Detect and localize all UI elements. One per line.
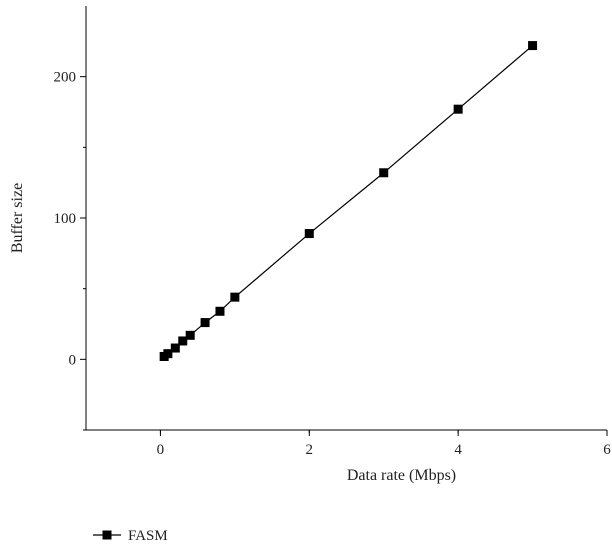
y-tick-label: 100 (54, 211, 77, 227)
data-point (453, 104, 463, 114)
legend-marker (102, 530, 112, 540)
x-tick-label: 0 (157, 442, 165, 458)
x-ticks: 0 2 4 6 (157, 430, 611, 458)
x-tick-label: 6 (603, 442, 611, 458)
data-point (178, 336, 188, 346)
data-point (170, 343, 180, 353)
y-ticks: 0 100 200 (54, 70, 86, 431)
data-point (230, 292, 240, 302)
y-tick-label: 0 (69, 352, 77, 368)
data-point (163, 349, 173, 359)
legend: FASM (93, 528, 168, 544)
data-point (200, 318, 210, 328)
x-tick-label: 2 (306, 442, 314, 458)
x-axis-label: Data rate (Mbps) (347, 467, 456, 484)
legend-entry-label: FASM (128, 528, 168, 544)
data-point (379, 168, 389, 178)
x-tick-label: 4 (454, 442, 462, 458)
data-point (185, 330, 195, 340)
y-tick-label: 200 (54, 70, 77, 86)
plot-area (159, 41, 538, 362)
y-axis-label: Buffer size (9, 183, 26, 253)
data-point (304, 229, 314, 239)
axes (85, 6, 607, 431)
data-point (528, 41, 538, 51)
data-point (215, 306, 225, 316)
